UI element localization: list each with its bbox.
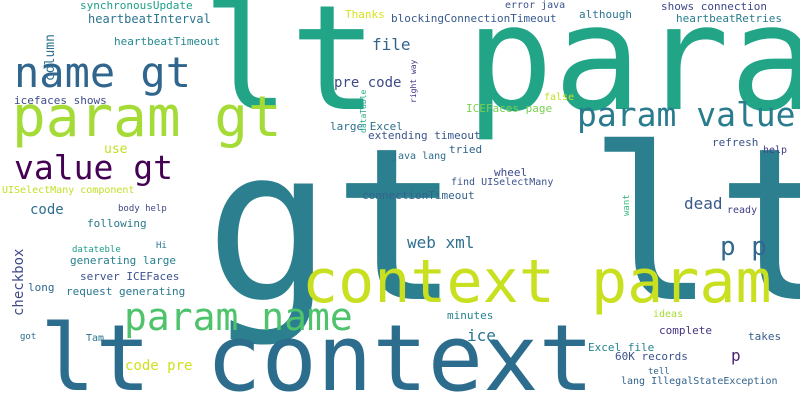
cloud-word: web xml (407, 233, 475, 252)
cloud-word: wheel (494, 166, 528, 179)
cloud-word: code pre (125, 358, 193, 374)
cloud-word: use (104, 142, 128, 157)
cloud-word: param name (124, 295, 353, 339)
cloud-word: minutes (447, 309, 494, 322)
cloud-word: ideas (653, 309, 684, 320)
cloud-word: param gt (12, 85, 282, 150)
cloud-word: ready (727, 205, 758, 216)
cloud-word: 60K records (615, 350, 688, 363)
cloud-word: java lang (392, 151, 447, 162)
cloud-word: lang IllegalStateException (621, 376, 778, 387)
cloud-word: ICEFaces page (466, 102, 553, 115)
cloud-word: error java (505, 0, 566, 11)
cloud-word: Thanks (345, 8, 385, 21)
cloud-word: UISelectMany component (2, 185, 135, 196)
cloud-word: right way (409, 59, 418, 103)
cloud-word: dead (684, 194, 723, 213)
cloud-word: blockingConnectionTimeout (391, 12, 557, 25)
cloud-word: request generating (66, 285, 186, 298)
cloud-word: shows connection (661, 0, 767, 13)
cloud-word: extending timeout (368, 129, 481, 142)
cloud-word: code (30, 202, 64, 218)
cloud-word: help (763, 145, 788, 156)
cloud-word: context param (302, 247, 772, 317)
cloud-word: takes (748, 330, 782, 343)
cloud-word: heartbeatRetries (676, 12, 782, 25)
cloud-word: false (544, 92, 575, 103)
cloud-word: param value (577, 95, 796, 134)
cloud-word: Excel file (588, 341, 655, 354)
cloud-word: complete (659, 324, 712, 337)
cloud-word: although (579, 8, 632, 21)
cloud-word: file (372, 35, 411, 54)
cloud-word: tell (648, 367, 670, 377)
cloud-word: generating large (70, 254, 176, 267)
cloud-word: Tam (86, 333, 105, 344)
cloud-word: pre code (334, 75, 402, 91)
cloud-word: large Excel (330, 120, 403, 133)
cloud-word: icefaces shows (14, 94, 107, 107)
cloud-word: lt context (40, 305, 594, 400)
cloud-word: p (731, 346, 741, 365)
cloud-word: long (28, 281, 55, 294)
cloud-word: gt lt (205, 102, 800, 349)
cloud-word: refresh (712, 136, 759, 149)
cloud-word: ice (467, 326, 496, 345)
cloud-word: name gt (14, 48, 192, 97)
cloud-word: Hi (156, 241, 167, 251)
cloud-word: following (87, 217, 147, 230)
cloud-word: got (20, 332, 37, 342)
cloud-word: heartbeatTimeout (114, 35, 220, 48)
cloud-word: value gt (14, 148, 173, 187)
cloud-word: heartbeatInterval (88, 12, 211, 26)
cloud-word: synchronousUpdate (80, 0, 193, 12)
cloud-word: want (622, 194, 632, 216)
cloud-word: connectionTimeout (362, 189, 475, 202)
cloud-word: datateble (72, 245, 121, 255)
cloud-word: server ICEFaces (80, 270, 180, 283)
cloud-word: checkbox (11, 248, 27, 316)
cloud-word: find UISelectMany (451, 177, 554, 188)
cloud-word: column (43, 34, 58, 81)
cloud-word: body help (118, 204, 167, 214)
cloud-word: lt param (202, 0, 800, 144)
cloud-word: tried (449, 143, 483, 156)
cloud-word: dataTable (359, 89, 368, 133)
cloud-word: p p (720, 232, 767, 262)
